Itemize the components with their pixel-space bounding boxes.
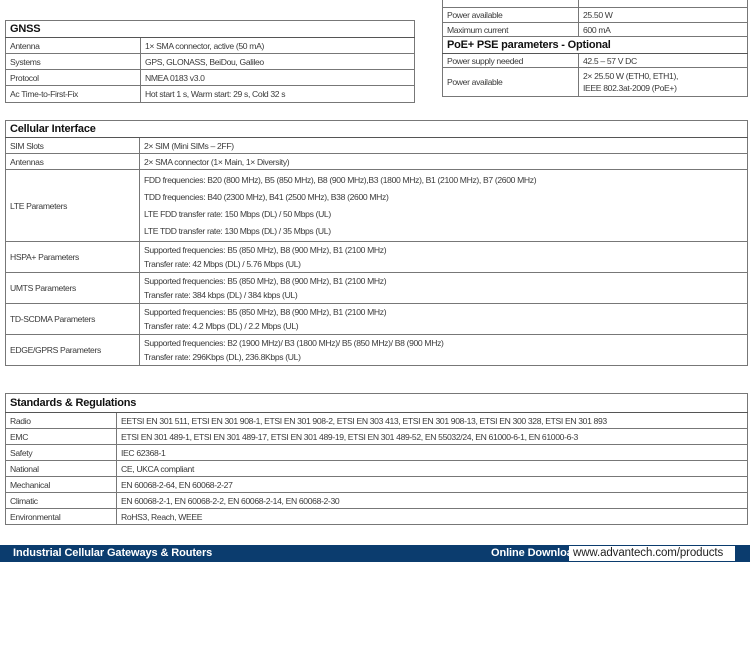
value-line: Supported frequencies: B5 (850 MHz), B8 … — [144, 276, 387, 286]
gnss-value: GPS, GLONASS, BeiDou, Galileo — [140, 53, 415, 70]
value-line: Supported frequencies: B5 (850 MHz), B8 … — [144, 245, 387, 255]
value-line: Supported frequencies: B2 (1900 MHz)/ B3… — [144, 338, 444, 348]
cellular-label: Antennas — [5, 153, 140, 170]
poe-label: Power supply needed — [442, 53, 579, 68]
standards-label: Environmental — [5, 508, 117, 525]
power-row-partial-label — [442, 0, 579, 8]
standards-value: EN 60068-2-1, EN 60068-2-2, EN 60068-2-1… — [116, 492, 748, 509]
poe-value: 2× 25.50 W (ETH0, ETH1), IEEE 802.3at-200… — [578, 67, 748, 97]
poe-section-title: PoE+ PSE parameters - Optional — [442, 36, 748, 54]
download-url-link[interactable]: www.advantech.com/products — [569, 546, 735, 561]
cellular-title: Cellular Interface — [5, 120, 748, 138]
poe-value-line: 2× 25.50 W (ETH0, ETH1), — [583, 71, 678, 81]
cellular-value: FDD frequencies: B20 (800 MHz), B5 (850 … — [139, 169, 748, 242]
standards-label: National — [5, 460, 117, 477]
cellular-label: TD-SCDMA Parameters — [5, 303, 140, 335]
value-line: LTE FDD transfer rate: 150 Mbps (DL) / 5… — [144, 208, 331, 219]
standards-value: ETSI EN 301 489-1, ETSI EN 301 489-17, E… — [116, 428, 748, 445]
poe-value-line: IEEE 802.3at-2009 (PoE+) — [583, 83, 677, 93]
online-download-label: Online Download — [491, 547, 580, 559]
gnss-value: NMEA 0183 v3.0 — [140, 69, 415, 86]
power-value: 25.50 W — [578, 7, 748, 23]
cellular-value: Supported frequencies: B5 (850 MHz), B8 … — [139, 272, 748, 304]
standards-value: RoHS3, Reach, WEEE — [116, 508, 748, 525]
power-label: Power available — [442, 7, 579, 23]
standards-label: Radio — [5, 412, 117, 429]
cellular-value: Supported frequencies: B5 (850 MHz), B8 … — [139, 303, 748, 335]
power-label: Maximum current — [442, 22, 579, 37]
standards-value: IEC 62368-1 — [116, 444, 748, 461]
standards-title: Standards & Regulations — [5, 393, 748, 413]
power-value: 600 mA — [578, 22, 748, 37]
cellular-table: Cellular Interface SIM Slots 2× SIM (Mini… — [5, 120, 748, 366]
poe-label: Power available — [442, 67, 579, 97]
gnss-label: Protocol — [5, 69, 141, 86]
cellular-label: EDGE/GPRS Parameters — [5, 334, 140, 366]
value-line: Transfer rate: 4.2 Mbps (DL) / 2.2 Mbps … — [144, 321, 299, 331]
cellular-value: 2× SMA connector (1× Main, 1× Diversity) — [139, 153, 748, 170]
cellular-label: HSPA+ Parameters — [5, 241, 140, 273]
power-table: Power available 25.50 W Maximum current 60… — [442, 0, 748, 97]
power-row-partial-value — [578, 0, 748, 8]
gnss-value: Hot start 1 s, Warm start: 29 s, Cold 32… — [140, 85, 415, 103]
gnss-label: Systems — [5, 53, 141, 70]
standards-label: EMC — [5, 428, 117, 445]
cellular-label: LTE Parameters — [5, 169, 140, 242]
footer-bar: Industrial Cellular Gateways & Routers O… — [0, 545, 750, 562]
gnss-label: Ac Time-to-First-Fix — [5, 85, 141, 103]
value-line: Transfer rate: 384 kbps (DL) / 384 kbps … — [144, 290, 298, 300]
standards-value: EN 60068-2-64, EN 60068-2-27 — [116, 476, 748, 493]
standards-value: CE, UKCA compliant — [116, 460, 748, 477]
value-line: TDD frequencies: B40 (2300 MHz), B41 (25… — [144, 191, 389, 202]
cellular-label: SIM Slots — [5, 137, 140, 154]
value-line: FDD frequencies: B20 (800 MHz), B5 (850 … — [144, 174, 537, 185]
value-line: LTE TDD transfer rate: 130 Mbps (DL) / 3… — [144, 225, 331, 236]
standards-label: Mechanical — [5, 476, 117, 493]
gnss-table: GNSS Antenna 1× SMA connector, active (50… — [5, 20, 415, 103]
gnss-label: Antenna — [5, 37, 141, 54]
gnss-value: 1× SMA connector, active (50 mA) — [140, 37, 415, 54]
cellular-value: 2× SIM (Mini SIMs – 2FF) — [139, 137, 748, 154]
standards-table: Standards & Regulations Radio EETSI EN 30… — [5, 393, 748, 525]
value-line: Transfer rate: 42 Mbps (DL) / 5.76 Mbps … — [144, 259, 301, 269]
standards-label: Climatic — [5, 492, 117, 509]
poe-value: 42.5 – 57 V DC — [578, 53, 748, 68]
cellular-value: Supported frequencies: B2 (1900 MHz)/ B3… — [139, 334, 748, 366]
cellular-value: Supported frequencies: B5 (850 MHz), B8 … — [139, 241, 748, 273]
value-line: Supported frequencies: B5 (850 MHz), B8 … — [144, 307, 387, 317]
standards-label: Safety — [5, 444, 117, 461]
value-line: Transfer rate: 296Kbps (DL), 236.8Kbps (… — [144, 352, 301, 362]
standards-value: EETSI EN 301 511, ETSI EN 301 908-1, ETS… — [116, 412, 748, 429]
footer-title: Industrial Cellular Gateways & Routers — [13, 547, 213, 559]
gnss-title: GNSS — [5, 20, 415, 38]
cellular-label: UMTS Parameters — [5, 272, 140, 304]
